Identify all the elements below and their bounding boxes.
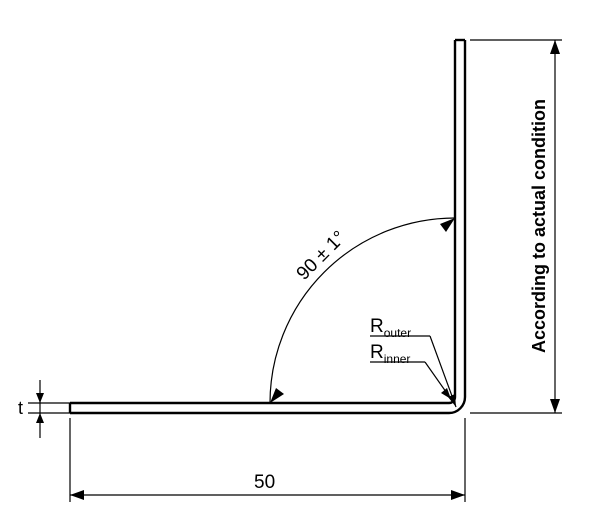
r-inner-label: Rinner — [370, 342, 410, 366]
r-outer-label: Router — [370, 316, 411, 340]
dim-horizontal: 50 — [70, 418, 465, 502]
horizontal-label: 50 — [254, 472, 275, 493]
dim-thickness: t — [18, 380, 70, 438]
dim-angle: 90 ± 1° — [270, 218, 455, 403]
angle-label: 90 ± 1° — [293, 227, 350, 284]
dim-radii: Router Rinner — [370, 316, 456, 407]
dim-vertical: According to actual condition — [470, 40, 562, 413]
vertical-label: According to actual condition — [529, 99, 549, 353]
thickness-label: t — [18, 398, 23, 418]
